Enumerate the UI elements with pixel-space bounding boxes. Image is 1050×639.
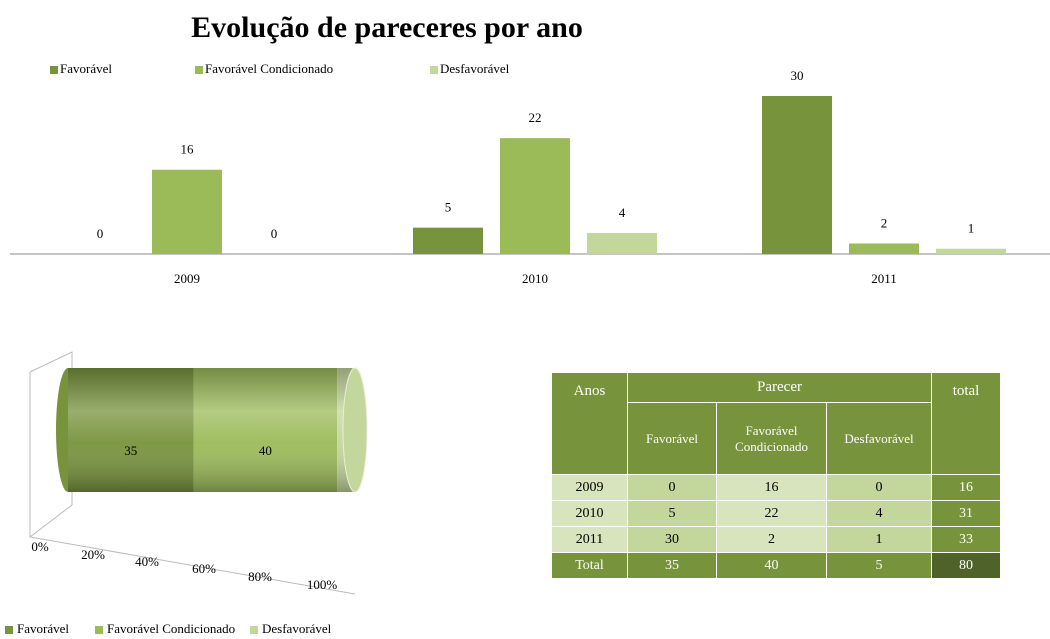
legend-swatch: [195, 66, 203, 74]
legend-label: Favorável: [17, 621, 69, 636]
table-cell: 2: [716, 526, 827, 553]
bar: [152, 169, 222, 254]
table-cell: 5: [825, 552, 933, 579]
x-tick-label: 80%: [248, 569, 272, 584]
table-cell: 35: [627, 552, 717, 579]
summary-table: Anos Parecer total Favorável Favorável Condi…: [551, 372, 1002, 579]
legend-swatch: [430, 66, 438, 74]
data-row: 2009 0 16 0 16: [551, 474, 1002, 501]
header-cell: total: [931, 372, 1002, 475]
data-row: 2010 5 22 4 31: [551, 500, 1002, 527]
data-label: 0: [97, 226, 104, 241]
table-cell: 22: [716, 500, 827, 527]
legend-label: Desfavorável: [440, 61, 510, 76]
legend-swatch: [5, 626, 13, 634]
table-cell: 31: [931, 500, 1002, 527]
x-tick-label: 60%: [192, 561, 216, 576]
bar: [500, 138, 570, 254]
table-cell: 16: [716, 474, 827, 501]
table-cell: 1: [825, 526, 933, 553]
table-cell: 2011: [551, 526, 628, 553]
data-label: 16: [181, 142, 195, 157]
cylinder-shade: [193, 368, 338, 492]
header-cell: Anos: [551, 372, 628, 475]
data-label: 2: [881, 215, 888, 230]
x-tick-label: 2010: [522, 271, 548, 286]
bar: [936, 248, 1006, 254]
data-label: 0: [271, 226, 278, 241]
x-tick-label: 2011: [871, 271, 897, 286]
legend-swatch: [50, 66, 58, 74]
x-tick-label: 0%: [31, 539, 49, 554]
table-cell: Total: [551, 552, 628, 579]
legend-swatch: [250, 626, 258, 634]
chart-title: Evolução de pareceres por ano: [191, 11, 583, 44]
legend-label: Favorável: [60, 61, 112, 76]
header-cell: Favorável Condicionado: [716, 402, 827, 475]
data-row: Total 35 40 5 80: [551, 552, 1002, 579]
table-cell: 4: [825, 500, 933, 527]
group-header: Parecer: [626, 372, 933, 403]
data-row: 2011 30 2 1 33: [551, 526, 1002, 553]
bar: [587, 232, 657, 254]
cylinder-shade: [68, 368, 194, 492]
legend-label: Favorável Condicionado: [205, 61, 333, 76]
legend-swatch: [95, 626, 103, 634]
bar: [849, 243, 919, 254]
header-row: Favorável Favorável Condicionado Desfavorá…: [552, 402, 1001, 475]
data-label: 30: [791, 68, 804, 83]
data-label: 4: [619, 205, 626, 220]
table-cell: 30: [627, 526, 717, 553]
table-cell: 2010: [551, 500, 628, 527]
bar: [762, 96, 832, 254]
data-label: 22: [529, 110, 542, 125]
data-label: 1: [968, 221, 975, 236]
table-cell: 0: [627, 474, 717, 501]
table-cell: 16: [931, 474, 1002, 501]
table-cell: 33: [931, 526, 1002, 553]
header-row: Anos Parecer total: [551, 372, 1002, 475]
table-cell: 40: [716, 552, 827, 579]
data-label: 40: [259, 443, 272, 458]
header-cell: Favorável: [627, 402, 717, 475]
header-cell: Desfavorável: [825, 402, 933, 475]
table-cell: 80: [931, 552, 1002, 579]
data-label: 5: [445, 200, 452, 215]
table-cell: 5: [627, 500, 717, 527]
x-tick-label: 40%: [135, 554, 159, 569]
cylinder-end: [342, 367, 368, 493]
x-tick-label: 20%: [81, 547, 105, 562]
legend-label: Favorável Condicionado: [107, 621, 235, 636]
table-cell: 2009: [551, 474, 628, 501]
x-tick-label: 2009: [174, 271, 200, 286]
table-cell: 0: [825, 474, 933, 501]
bar: [413, 227, 483, 254]
data-label: 35: [124, 443, 137, 458]
x-tick-label: 100%: [307, 577, 338, 592]
legend-label: Desfavorável: [262, 621, 332, 636]
